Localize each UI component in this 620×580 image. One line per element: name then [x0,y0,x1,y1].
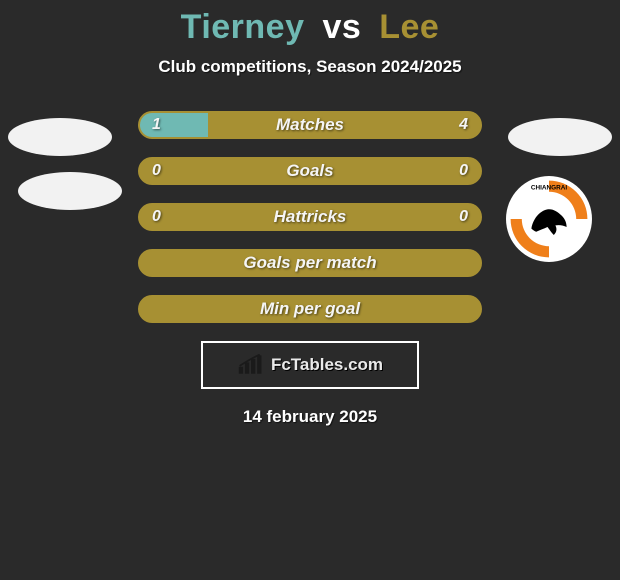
bars-list: Matches14Goals00Hattricks00Goals per mat… [138,111,482,323]
stat-bar-label: Goals [140,159,480,183]
bars-container: Matches14Goals00Hattricks00Goals per mat… [0,111,620,427]
stat-bar-label: Hattricks [140,205,480,229]
stat-bar: Hattricks0 0 [138,203,482,231]
stat-bar-value-left: 1 [152,113,161,137]
stat-bar: Matches1 4 [138,111,482,139]
stat-bar-label: Goals per match [140,251,480,275]
title-player1: Tierney [181,8,305,46]
bar-chart-icon [237,354,265,376]
subtitle: Club competitions, Season 2024/2025 [0,57,620,77]
comparison-card: Tierney vs Lee Club competitions, Season… [0,0,620,580]
stat-bar-value-right: 4 [459,113,468,137]
stat-bar-value-right: 0 [459,159,468,183]
stat-bar: Min per goal [138,295,482,323]
title-player2: Lee [379,8,439,46]
stat-bar-value-left: 0 [152,205,161,229]
date-label: 14 february 2025 [0,407,620,427]
title-vs: vs [322,8,361,46]
page-title: Tierney vs Lee [0,8,620,47]
brand-box[interactable]: FcTables.com [201,341,419,389]
stat-bar: Goals per match [138,249,482,277]
stat-bar-label: Matches [140,113,480,137]
stat-bar-value-right: 0 [459,205,468,229]
brand-text: FcTables.com [271,355,383,375]
stat-bar-value-left: 0 [152,159,161,183]
stat-bar: Goals0 0 [138,157,482,185]
stat-bar-label: Min per goal [140,297,480,321]
